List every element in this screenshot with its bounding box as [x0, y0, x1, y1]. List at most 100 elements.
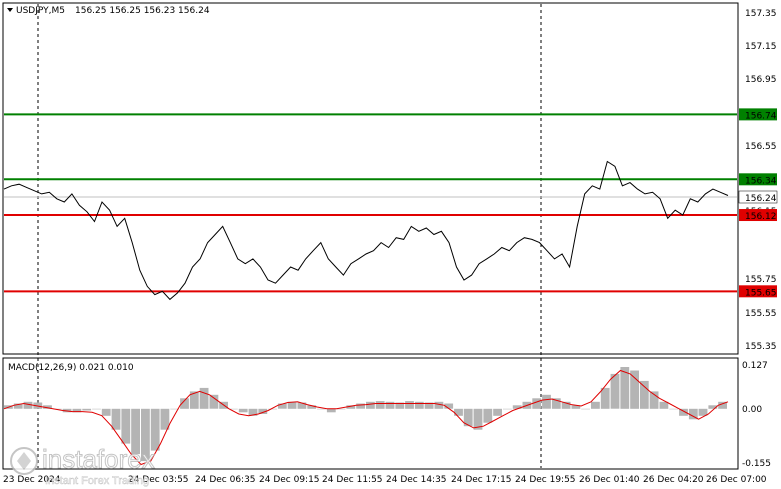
macd-bar	[708, 405, 718, 409]
macd-bar	[405, 401, 414, 409]
ohlc-values: 156.25 156.25 156.23 156.24	[75, 6, 210, 16]
macd-bar	[111, 408, 121, 430]
macd-bar	[600, 387, 610, 409]
time-tick-label: 26 Dec 01:40	[579, 475, 640, 485]
macd-bar	[13, 403, 23, 409]
macd-bar	[424, 402, 434, 409]
macd-bar	[336, 408, 346, 410]
macd-bar	[307, 405, 317, 409]
macd-bar	[43, 405, 52, 409]
macd-axis: 0.127 0.00 -0.155	[742, 361, 771, 469]
macd-bar	[551, 398, 561, 409]
macd-bar	[591, 401, 600, 409]
macd-bar	[141, 408, 150, 462]
macd-bar	[639, 380, 649, 409]
current-price-tag	[738, 190, 778, 204]
macd-bar	[170, 408, 180, 410]
macd-bar	[72, 408, 82, 413]
macd-bar	[610, 373, 620, 409]
macd-tick-label: 0.127	[742, 361, 768, 371]
macd-bar	[659, 401, 669, 409]
macd-bar	[287, 401, 297, 409]
triangle-down-icon[interactable]	[7, 8, 13, 12]
macd-bar	[346, 405, 356, 409]
price-series-line	[3, 160, 729, 301]
macd-bar	[268, 408, 277, 410]
macd-bar	[101, 408, 111, 416]
level-tag-red-upper	[739, 209, 777, 222]
time-axis: 23 Dec 2024 24 Dec 03:55 24 Dec 06:35 24…	[3, 475, 767, 485]
price-tick-label: 156.55	[745, 142, 777, 152]
macd-bar	[229, 408, 238, 410]
price-tick-label: 156.95	[745, 75, 777, 85]
macd-bar	[356, 403, 365, 409]
macd-bar	[189, 391, 199, 409]
level-tag-red-lower	[739, 285, 777, 298]
time-tick-label: 24 Dec 03:55	[128, 475, 189, 485]
macd-bar	[532, 398, 542, 409]
macd-bar	[561, 401, 571, 409]
macd-bar	[454, 408, 463, 416]
macd-bar	[395, 402, 405, 409]
macd-bar	[199, 387, 209, 409]
watermark-tagline: Instant Forex Trading	[45, 475, 149, 487]
macd-bar	[297, 402, 307, 409]
macd-bar	[366, 401, 375, 409]
macd-bar	[375, 401, 385, 409]
level-tag-label: 155.65	[745, 288, 777, 298]
price-tick-label: 155.55	[745, 309, 777, 319]
level-tag-label: 156.34	[745, 176, 777, 186]
macd-bar	[414, 401, 424, 409]
macd-bar	[581, 408, 590, 410]
macd-bar	[209, 394, 219, 409]
price-tick-label: 157.15	[745, 42, 777, 52]
macd-bar	[131, 408, 140, 455]
macd-bar	[649, 391, 659, 409]
macd-bar	[483, 408, 493, 423]
macd-bar	[503, 408, 512, 410]
macd-bar	[277, 403, 287, 409]
macd-bar	[180, 398, 189, 409]
macd-bar	[512, 405, 522, 409]
macd-bar	[92, 408, 101, 410]
macd-bar	[620, 367, 630, 409]
macd-header: MACD(12,26,9) 0.021 0.010	[8, 363, 134, 373]
macd-bar	[669, 408, 679, 410]
macd-bar	[493, 408, 502, 416]
level-tag-label: 156.12	[745, 212, 777, 222]
macd-bar	[718, 401, 727, 409]
macd-bar	[698, 408, 708, 416]
macd-bar	[238, 408, 248, 413]
macd-bar	[473, 408, 483, 430]
time-tick-label: 26 Dec 04:20	[643, 475, 704, 485]
time-tick-label: 24 Dec 11:55	[322, 475, 383, 485]
macd-bar	[23, 401, 33, 409]
time-tick-label: 26 Dec 07:00	[706, 475, 767, 485]
macd-tick-label: 0.00	[742, 405, 762, 415]
macd-bar	[679, 408, 688, 416]
level-tag-green-upper	[739, 108, 777, 121]
macd-bar	[434, 401, 444, 409]
instaforex-logo: instaforex Instant Forex Trading	[10, 444, 155, 487]
macd-bar	[258, 408, 268, 414]
macd-bar	[160, 408, 170, 430]
macd-bar	[630, 370, 639, 409]
macd-bar	[542, 394, 551, 409]
macd-bar	[150, 408, 160, 451]
current-price-label: 156.24	[745, 194, 777, 204]
price-tick-label: 155.35	[745, 342, 777, 352]
macd-signal-line	[3, 369, 729, 466]
price-tick-label: 157.35	[745, 9, 777, 19]
macd-bar	[463, 408, 473, 427]
time-tick-label: 23 Dec 2024	[3, 475, 61, 485]
macd-bar	[52, 408, 62, 410]
macd-bar	[317, 408, 326, 410]
watermark-brand: instaforex	[42, 444, 155, 474]
time-tick-label: 24 Dec 06:35	[195, 475, 256, 485]
level-tag-green-lower	[739, 173, 777, 186]
macd-bar	[326, 408, 336, 413]
macd-tick-label: -0.155	[742, 459, 771, 469]
macd-bar	[385, 401, 395, 409]
macd-bar	[688, 408, 698, 420]
